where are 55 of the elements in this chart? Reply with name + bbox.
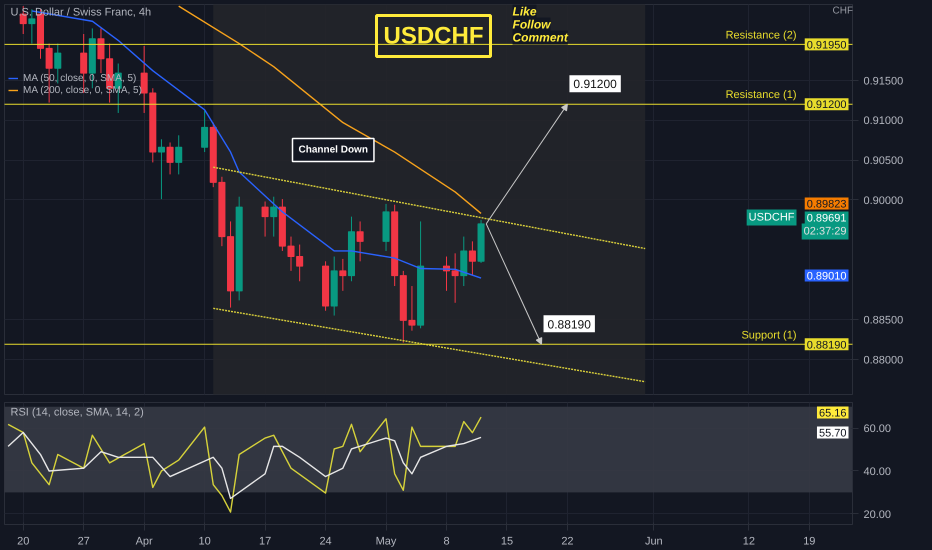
- annotation: 0.89823: [806, 198, 847, 210]
- x-tick-label: 20: [17, 536, 30, 548]
- x-tick-label: 15: [500, 536, 514, 548]
- y-tick-label: 0.91500: [864, 75, 904, 88]
- candlestick: [166, 142, 174, 175]
- y-tick-label: 20.00: [864, 508, 892, 521]
- annotation: 0.91950: [806, 39, 847, 52]
- annotation: 0.89010: [806, 270, 847, 282]
- annotation: 0.88190: [548, 317, 592, 332]
- y-tick-label: 0.88500: [864, 314, 904, 327]
- x-tick-label: 19: [803, 536, 816, 548]
- chart-title: RSI (14, close, SMA, 14, 2): [10, 406, 144, 418]
- ref-line-label: Resistance (2): [726, 29, 797, 42]
- candlestick: [262, 200, 269, 238]
- candlestick: [356, 220, 364, 262]
- y-axis-title: CHF: [832, 6, 854, 16]
- y-tick-label: 40.00: [864, 466, 892, 478]
- annotation: 02:37:29: [804, 226, 847, 238]
- x-tick-label: Apr: [136, 536, 154, 548]
- candlestick: [158, 138, 165, 200]
- x-tick-label: 24: [319, 536, 332, 548]
- y-tick-label: 0.88000: [864, 354, 904, 366]
- x-tick-label: Jun: [644, 536, 663, 548]
- x-tick-label: 10: [198, 536, 211, 548]
- y-tick-label: 0.91000: [864, 115, 904, 128]
- ref-line-label: Resistance (1): [726, 89, 797, 102]
- annotation: USDCHF: [384, 22, 484, 50]
- annotation: 0.88190: [806, 339, 847, 352]
- candlestick: [468, 240, 476, 276]
- x-tick-label: May: [376, 536, 397, 548]
- annotation: Like: [512, 4, 537, 18]
- x-tick-label: 8: [443, 536, 450, 548]
- candlestick: [270, 196, 278, 238]
- annotation: Follow: [512, 18, 552, 32]
- candlestick: [140, 45, 148, 114]
- annotation: 55.70: [818, 428, 847, 440]
- x-tick-label: 12: [742, 536, 755, 548]
- y-tick-label: 0.90500: [864, 155, 904, 168]
- annotation: 0.91200: [806, 99, 847, 112]
- annotation: Comment: [512, 30, 569, 44]
- x-tick-label: 17: [258, 536, 272, 548]
- y-tick-label: 0.90000: [864, 194, 904, 207]
- y-tick-label: 60.00: [864, 423, 892, 436]
- x-tick-label: 22: [561, 536, 574, 548]
- annotation: USDCHF: [748, 212, 795, 224]
- x-tick-label: 27: [78, 536, 90, 548]
- annotation: 0.89691: [806, 212, 847, 224]
- candlestick: [339, 258, 346, 292]
- line-series: [178, 5, 482, 214]
- annotation: 65.16: [818, 408, 847, 420]
- annotation: Channel Down: [298, 144, 368, 156]
- annotation: 0.91200: [573, 77, 618, 92]
- candlestick: [175, 134, 182, 175]
- candlestick: [201, 110, 208, 153]
- ref-line-label: Support (1): [741, 329, 797, 342]
